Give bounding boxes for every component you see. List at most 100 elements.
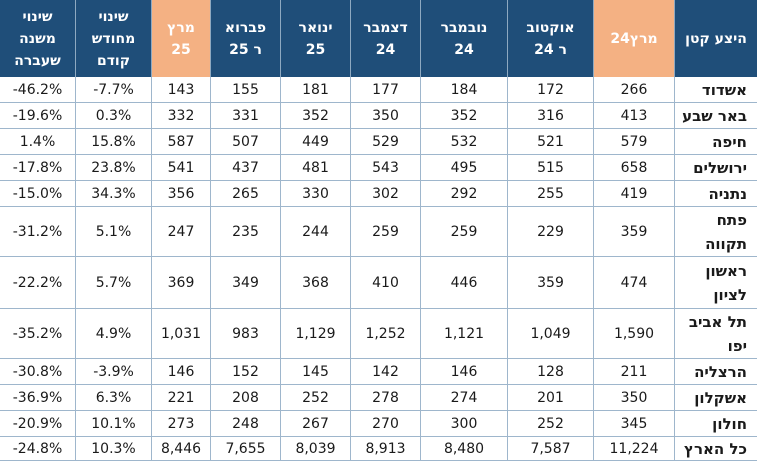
cell-feb25: 437: [211, 155, 281, 181]
cell-mar25: 332: [152, 103, 211, 129]
cell-mar24: 474: [594, 257, 675, 309]
cell-city: תל אביב יפו: [675, 309, 757, 359]
table-row: חולון 345 252 300 270 267 248 273 10.1% -20.9%: [0, 411, 757, 437]
cell-jan25: 267: [281, 411, 351, 437]
cell-jan25: 181: [281, 77, 351, 103]
cell-mar24: 1,590: [594, 309, 675, 359]
table-row: אשקלון 350 201 274 278 252 208 221 6.3% -36.9%: [0, 385, 757, 411]
cell-mar24: 211: [594, 359, 675, 385]
table-row: נתניה 419 255 292 302 330 265 356 34.3% -15.0%: [0, 181, 757, 207]
cell-jan25: 352: [281, 103, 351, 129]
header-oct24: אוקטוב ר 24: [508, 0, 594, 77]
header-feb25: פברוא ר 25: [211, 0, 281, 77]
cell-feb25: 983: [211, 309, 281, 359]
cell-feb25: 349: [211, 257, 281, 309]
cell-monthly-change: 6.3%: [76, 385, 152, 411]
cell-nov24: 1,121: [421, 309, 508, 359]
cell-dec24: 8,913: [351, 437, 421, 461]
header-mar25: מרץ 25: [152, 0, 211, 77]
header-monthly-change: שינוי מחודש קודם: [76, 0, 152, 77]
cell-mar25: 541: [152, 155, 211, 181]
table-row: הרצליה 211 128 146 142 145 152 146 -3.9% -30.8%: [0, 359, 757, 385]
cell-dec24: 1,252: [351, 309, 421, 359]
cell-monthly-change: 4.9%: [76, 309, 152, 359]
cell-jan25: 330: [281, 181, 351, 207]
cell-dec24: 410: [351, 257, 421, 309]
cell-yearly-change: -15.0%: [0, 181, 76, 207]
cell-oct24: 255: [508, 181, 594, 207]
cell-dec24: 270: [351, 411, 421, 437]
cell-yearly-change: -22.2%: [0, 257, 76, 309]
cell-nov24: 352: [421, 103, 508, 129]
cell-yearly-change: -31.2%: [0, 207, 76, 257]
header-jan25: ינואר 25: [281, 0, 351, 77]
table-row: פתח תקווה 359 229 259 259 244 235 247 5.1% -31.2%: [0, 207, 757, 257]
cell-monthly-change: 5.7%: [76, 257, 152, 309]
cell-city: פתח תקווה: [675, 207, 757, 257]
cell-nov24: 8,480: [421, 437, 508, 461]
cell-mar25: 143: [152, 77, 211, 103]
cell-oct24: 128: [508, 359, 594, 385]
cell-mar24: 345: [594, 411, 675, 437]
cell-city: אשדוד: [675, 77, 757, 103]
cell-mar25: 247: [152, 207, 211, 257]
cell-nov24: 259: [421, 207, 508, 257]
cell-mar25: 146: [152, 359, 211, 385]
cell-city: הרצליה: [675, 359, 757, 385]
cell-dec24: 259: [351, 207, 421, 257]
cell-city: אשקלון: [675, 385, 757, 411]
cell-monthly-change: 34.3%: [76, 181, 152, 207]
cell-dec24: 529: [351, 129, 421, 155]
cell-monthly-change: 15.8%: [76, 129, 152, 155]
cell-jan25: 145: [281, 359, 351, 385]
cell-mar24: 413: [594, 103, 675, 129]
cell-monthly-change: 10.3%: [76, 437, 152, 461]
cell-dec24: 278: [351, 385, 421, 411]
cell-feb25: 155: [211, 77, 281, 103]
cell-yearly-change: -19.6%: [0, 103, 76, 129]
cell-mar25: 356: [152, 181, 211, 207]
cell-monthly-change: 23.8%: [76, 155, 152, 181]
cell-feb25: 248: [211, 411, 281, 437]
cell-city: ירושלים: [675, 155, 757, 181]
header-yearly-change: שינוי משנה שעברה: [0, 0, 76, 77]
cell-nov24: 300: [421, 411, 508, 437]
cell-yearly-change: -17.8%: [0, 155, 76, 181]
cell-mar24: 11,224: [594, 437, 675, 461]
cell-oct24: 515: [508, 155, 594, 181]
cell-feb25: 152: [211, 359, 281, 385]
table-row: כל הארץ 11,224 7,587 8,480 8,913 8,039 7,655 8,…: [0, 437, 757, 461]
cell-nov24: 184: [421, 77, 508, 103]
cell-dec24: 142: [351, 359, 421, 385]
cell-yearly-change: -35.2%: [0, 309, 76, 359]
table-row: תל אביב יפו 1,590 1,049 1,121 1,252 1,129 983 1…: [0, 309, 757, 359]
cell-feb25: 208: [211, 385, 281, 411]
cell-oct24: 172: [508, 77, 594, 103]
cell-jan25: 252: [281, 385, 351, 411]
cell-dec24: 543: [351, 155, 421, 181]
cell-yearly-change: -20.9%: [0, 411, 76, 437]
cell-nov24: 274: [421, 385, 508, 411]
table-row: ירושלים 658 515 495 543 481 437 541 23.8% -17.8%: [0, 155, 757, 181]
cell-oct24: 316: [508, 103, 594, 129]
cell-mar25: 8,446: [152, 437, 211, 461]
cell-mar24: 266: [594, 77, 675, 103]
cell-nov24: 495: [421, 155, 508, 181]
cell-city: חולון: [675, 411, 757, 437]
cell-monthly-change: 0.3%: [76, 103, 152, 129]
cell-feb25: 331: [211, 103, 281, 129]
cell-monthly-change: 10.1%: [76, 411, 152, 437]
cell-city: ראשון לציון: [675, 257, 757, 309]
cell-dec24: 302: [351, 181, 421, 207]
header-dec24: דצמבר 24: [351, 0, 421, 77]
table-row: אשדוד 266 172 184 177 181 155 143 -7.7% -46.2%: [0, 77, 757, 103]
cell-nov24: 292: [421, 181, 508, 207]
cell-yearly-change: 1.4%: [0, 129, 76, 155]
cell-city: כל הארץ: [675, 437, 757, 461]
cell-yearly-change: -30.8%: [0, 359, 76, 385]
cell-mar24: 658: [594, 155, 675, 181]
cell-oct24: 1,049: [508, 309, 594, 359]
cell-jan25: 1,129: [281, 309, 351, 359]
cell-mar25: 587: [152, 129, 211, 155]
